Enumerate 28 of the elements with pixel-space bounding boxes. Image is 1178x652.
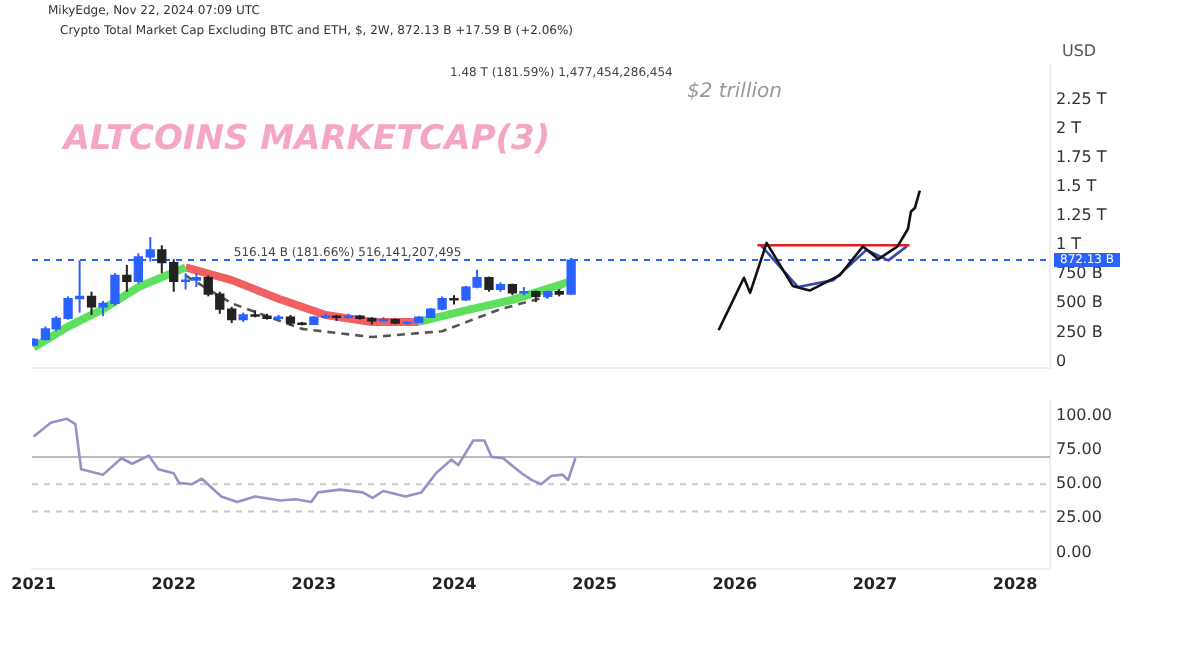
annotation: $2 trillion [686, 80, 782, 103]
candlestick [449, 294, 459, 306]
y-tick-label: 1.5 T [1056, 177, 1097, 196]
y-tick-label: 1.25 T [1056, 206, 1107, 225]
x-tick-label: 2024 [431, 574, 478, 593]
candlestick [519, 286, 529, 297]
y-tick-label: 25.00 [1056, 508, 1102, 527]
y-tick-label: 0.00 [1056, 542, 1092, 561]
y-tick-label: 50.00 [1056, 474, 1102, 493]
x-tick-label: 2022 [151, 574, 196, 593]
candlestick [331, 313, 342, 322]
y-tick-label: 1 T [1056, 235, 1082, 254]
x-tick-label: 2025 [572, 574, 618, 593]
y-tick-label: 250 B [1056, 322, 1103, 341]
x-tick-label: 2021 [11, 574, 57, 593]
x-tick-label: 2028 [992, 574, 1039, 593]
x-tick-label: 2027 [852, 574, 898, 593]
y-tick-label: 75.00 [1056, 440, 1102, 459]
y-tick-label: 2 T [1056, 119, 1082, 138]
y-axis-title: USD [1062, 42, 1097, 61]
y-tick-label: 0 [1056, 351, 1067, 370]
x-tick-label: 2023 [291, 574, 337, 593]
y-tick-label: 100.00 [1056, 406, 1112, 425]
y-tick-label: 2.25 T [1056, 90, 1107, 109]
y-tick-label: 500 B [1056, 293, 1103, 312]
y-tick-label: 1.75 T [1056, 148, 1107, 167]
annotation: ALTCOINS MARKETCAP(3) [59, 118, 551, 159]
x-tick-label: 2026 [712, 574, 758, 593]
